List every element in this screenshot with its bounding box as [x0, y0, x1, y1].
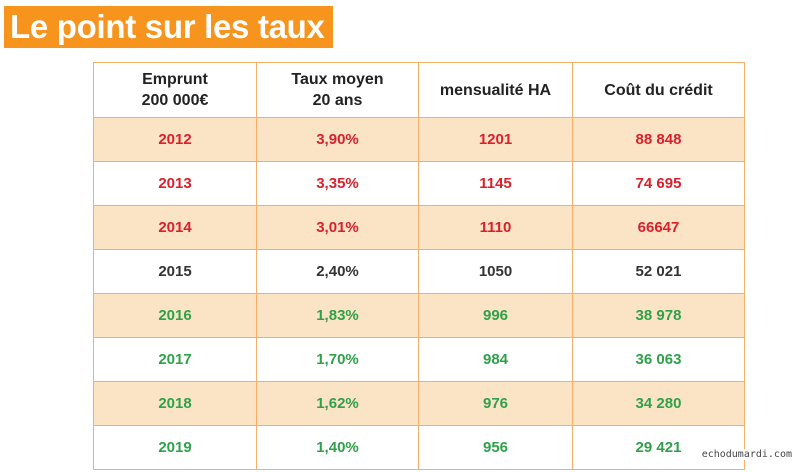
- cell-rate: 1,70%: [256, 337, 419, 382]
- cell-year: 2013: [93, 161, 257, 206]
- cell-monthly: 1110: [418, 205, 573, 250]
- table-row: 2013 3,35% 1145 74 695: [93, 161, 745, 206]
- table-row: 2016 1,83% 996 38 978: [93, 293, 745, 338]
- header-taux: Taux moyen 20 ans: [256, 62, 419, 118]
- cell-cost: 36 063: [572, 337, 745, 382]
- cell-year: 2015: [93, 249, 257, 294]
- cell-monthly: 984: [418, 337, 573, 382]
- cell-rate: 3,35%: [256, 161, 419, 206]
- header-taux-line1: Taux moyen: [291, 71, 384, 88]
- cell-cost: 34 280: [572, 381, 745, 426]
- rates-table: Emprunt 200 000€ Taux moyen 20 ans mensu…: [93, 62, 745, 470]
- table-row: 2012 3,90% 1201 88 848: [93, 117, 745, 162]
- cell-monthly: 996: [418, 293, 573, 338]
- watermark: echodumardi.com: [699, 449, 794, 460]
- cell-cost: 74 695: [572, 161, 745, 206]
- table-row: 2017 1,70% 984 36 063: [93, 337, 745, 382]
- cell-year: 2017: [93, 337, 257, 382]
- table-header-row: Emprunt 200 000€ Taux moyen 20 ans mensu…: [93, 62, 745, 118]
- cell-monthly: 1050: [418, 249, 573, 294]
- cell-monthly: 976: [418, 381, 573, 426]
- cell-cost: 88 848: [572, 117, 745, 162]
- cell-rate: 1,40%: [256, 425, 419, 470]
- cell-rate: 3,90%: [256, 117, 419, 162]
- cell-monthly: 1201: [418, 117, 573, 162]
- cell-cost: 38 978: [572, 293, 745, 338]
- header-taux-line2: 20 ans: [312, 92, 363, 109]
- header-emprunt-line2: 200 000€: [141, 92, 209, 109]
- header-mensualite: mensualité HA: [418, 62, 573, 118]
- cell-monthly: 1145: [418, 161, 573, 206]
- cell-rate: 2,40%: [256, 249, 419, 294]
- cell-cost: 66647: [572, 205, 745, 250]
- cell-year: 2012: [93, 117, 257, 162]
- page-title: Le point sur les taux: [4, 6, 333, 48]
- header-emprunt: Emprunt 200 000€: [93, 62, 257, 118]
- header-emprunt-line1: Emprunt: [142, 71, 208, 88]
- cell-year: 2018: [93, 381, 257, 426]
- cell-year: 2016: [93, 293, 257, 338]
- cell-monthly: 956: [418, 425, 573, 470]
- cell-rate: 1,83%: [256, 293, 419, 338]
- cell-year: 2019: [93, 425, 257, 470]
- cell-year: 2014: [93, 205, 257, 250]
- table-row: 2015 2,40% 1050 52 021: [93, 249, 745, 294]
- cell-cost: 52 021: [572, 249, 745, 294]
- cell-rate: 3,01%: [256, 205, 419, 250]
- table-row: 2018 1,62% 976 34 280: [93, 381, 745, 426]
- cell-rate: 1,62%: [256, 381, 419, 426]
- cell-cost: 29 421: [572, 425, 745, 470]
- table-row: 2019 1,40% 956 29 421: [93, 425, 745, 470]
- header-cout-credit: Coût du crédit: [572, 62, 745, 118]
- table-row: 2014 3,01% 1110 66647: [93, 205, 745, 250]
